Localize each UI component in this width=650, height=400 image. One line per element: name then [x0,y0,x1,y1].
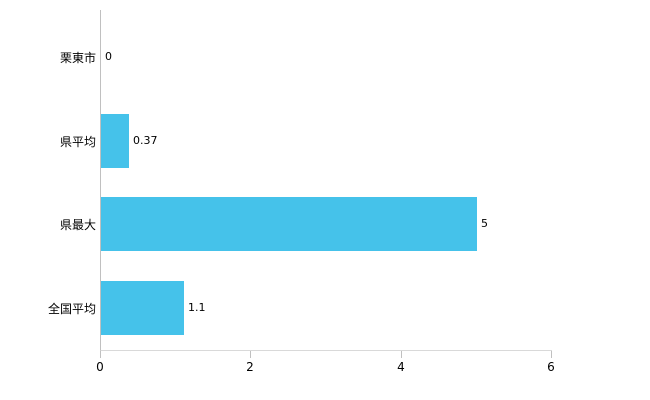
category-label: 全国平均 [47,302,96,317]
category-label: 県平均 [59,134,96,149]
x-axis-tick [551,351,552,358]
bar-value-label: 0 [105,50,112,63]
x-axis-tick [250,351,251,358]
x-axis-tick-label: 2 [246,360,254,374]
bar-value-label: 1.1 [188,301,206,314]
bar [101,281,184,335]
bar [101,114,129,168]
bar-value-label: 0.37 [133,134,158,147]
y-axis-tick [100,10,101,15]
bar-value-label: 5 [481,217,488,230]
bar [101,197,477,251]
category-label: 栗東市 [59,50,96,65]
x-axis-tick [401,351,402,358]
x-axis-tick-label: 4 [397,360,405,374]
x-axis-tick-label: 6 [547,360,555,374]
x-axis-tick [100,351,101,358]
category-label: 県最大 [59,218,96,233]
plot-area: 0 0.37 5 1.1 [100,15,552,351]
x-axis-tick-label: 0 [96,360,104,374]
